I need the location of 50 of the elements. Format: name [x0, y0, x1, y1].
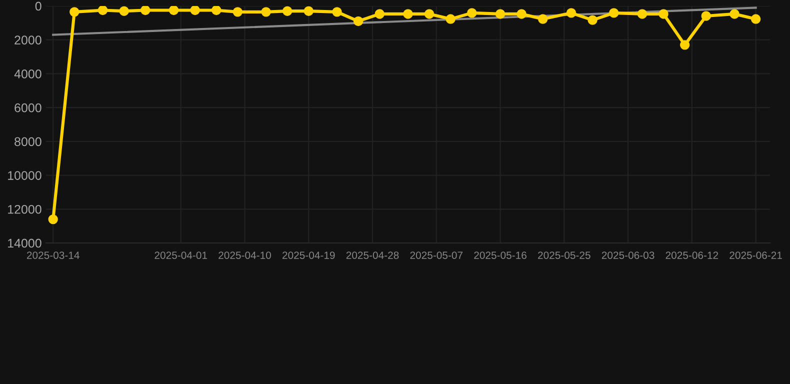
point [232, 7, 243, 17]
point [190, 6, 200, 16]
point [168, 6, 179, 16]
point [467, 8, 477, 18]
point [446, 14, 456, 24]
x-tick-label: 2025-04-01 [154, 252, 207, 259]
point [304, 6, 314, 16]
point [637, 9, 648, 19]
point [750, 14, 761, 24]
point [516, 9, 526, 19]
point [140, 6, 150, 16]
point [353, 16, 364, 26]
x-tick-label: 2025-05-25 [538, 252, 590, 259]
x-tick-label: 2025-04-28 [346, 252, 399, 259]
point [70, 7, 80, 17]
point [332, 7, 342, 17]
y-tick-label: 14000 [8, 238, 42, 248]
point [588, 15, 598, 25]
y-tick-label: 0 [35, 2, 42, 11]
x-tick-label: 2025-04-19 [282, 252, 335, 259]
x-tick-label: 2025-05-07 [410, 252, 463, 259]
point [538, 14, 548, 24]
x-tick-label: 2025-04-10 [218, 252, 271, 259]
point [282, 6, 292, 16]
point [261, 7, 271, 17]
point [495, 9, 506, 19]
point [680, 40, 690, 50]
point [48, 214, 58, 224]
x-tick-label: 2025-06-03 [602, 252, 654, 259]
point [566, 8, 576, 18]
y-tick-label: 4000 [14, 70, 42, 78]
point [98, 6, 108, 16]
y-tick-label: 8000 [14, 137, 42, 146]
y-tick-label: 10000 [8, 171, 42, 180]
x-tick-label: 2025-05-16 [474, 252, 526, 259]
point [424, 9, 434, 19]
point [701, 11, 711, 21]
point [211, 6, 222, 16]
y-tick-label: 2000 [14, 36, 42, 45]
x-tick-label: 2025-06-21 [730, 252, 782, 259]
point [730, 9, 740, 19]
x-tick-label: 2025-03-14 [26, 252, 80, 259]
x-tick-label: 2025-06-12 [666, 252, 718, 259]
point [658, 9, 668, 19]
y-tick-label: 12000 [8, 204, 42, 214]
point [374, 9, 384, 19]
point [608, 8, 619, 18]
point [119, 6, 129, 16]
point [403, 9, 413, 19]
y-tick-label: 6000 [14, 103, 42, 112]
